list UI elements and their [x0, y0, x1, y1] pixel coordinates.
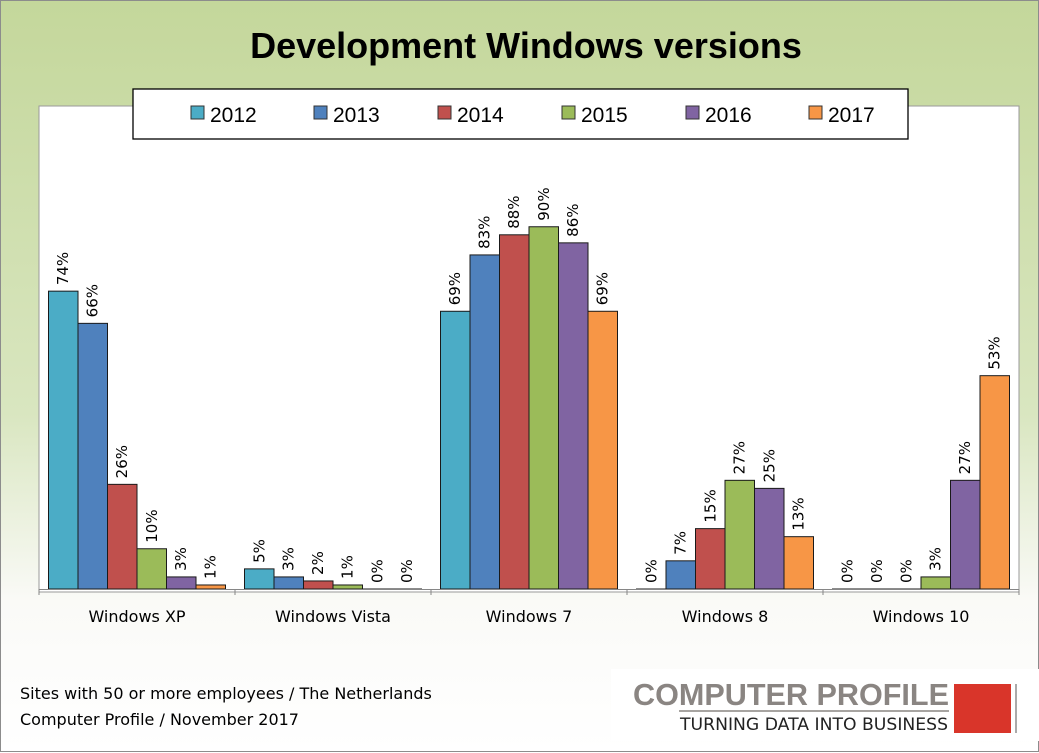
bar-2017-windows-xp — [195, 584, 226, 590]
legend-swatch-2012 — [190, 105, 205, 120]
x-axis: Windows XP Windows Vista Windows 7 Windows … — [38, 589, 1020, 626]
data-label: 0% — [398, 559, 416, 583]
bar-2017-windows-7 — [587, 310, 618, 590]
legend-label-2016: 2016 — [705, 104, 752, 127]
data-labels: 74% 66% 26% 10% 3% 1% 5% 3% 2% 1% 0% 0% 69% 83% 88% 90%… — [54, 187, 1004, 583]
bar-2017-windows-10 — [979, 375, 1010, 590]
legend-label-2015: 2015 — [581, 104, 628, 127]
bars — [48, 226, 1010, 590]
data-label: 10% — [143, 509, 161, 542]
bar-2016-windows-7 — [558, 242, 589, 590]
bar-2015-windows-8 — [724, 479, 755, 590]
bar-2014-windows-8 — [695, 528, 726, 590]
x-tick-label: Windows 8 — [682, 607, 769, 626]
legend-swatch-2016 — [685, 105, 700, 120]
data-label: 69% — [594, 272, 612, 305]
legend-label-2012: 2012 — [210, 104, 257, 127]
bar-2016-windows-xp — [166, 576, 197, 590]
bar-2016-windows-8 — [754, 487, 785, 590]
data-label: 27% — [731, 441, 749, 474]
x-tick-label: Windows 7 — [486, 607, 573, 626]
footer-credit: Computer Profile / November 2017 — [20, 710, 299, 729]
legend-label-2014: 2014 — [457, 104, 504, 127]
x-tick-label: Windows 10 — [873, 607, 970, 626]
bar-2015-windows-10 — [920, 576, 951, 590]
bar-2014-windows-vista — [303, 580, 334, 590]
data-label: 2% — [309, 551, 327, 575]
data-label: 0% — [368, 559, 386, 583]
data-label: 3% — [280, 547, 298, 571]
company-logo: COMPUTER PROFILE TURNING DATA INTO BUSIN… — [611, 669, 1039, 741]
legend-label-2017: 2017 — [828, 104, 875, 127]
x-tick-label: Windows Vista — [275, 607, 391, 626]
bar-2015-windows-vista — [332, 584, 363, 590]
data-label: 3% — [927, 547, 945, 571]
data-label: 27% — [956, 441, 974, 474]
logo-red-square — [954, 684, 1011, 733]
x-tick-label: Windows XP — [88, 607, 185, 626]
data-label: 0% — [868, 559, 886, 583]
bar-2013-windows-xp — [77, 322, 108, 590]
data-label: 86% — [564, 204, 582, 237]
data-label: 13% — [790, 497, 808, 530]
data-label: 90% — [535, 187, 553, 220]
bar-2016-windows-10 — [950, 479, 981, 590]
data-label: 53% — [986, 336, 1004, 369]
data-label: 88% — [505, 195, 523, 228]
data-label: 1% — [202, 555, 220, 579]
data-label: 25% — [760, 449, 778, 482]
legend-swatch-2013 — [313, 105, 328, 120]
legend — [132, 88, 909, 140]
bar-2013-windows-vista — [273, 576, 304, 590]
data-label: 83% — [476, 216, 494, 249]
data-label: 7% — [672, 531, 690, 555]
legend-label-2013: 2013 — [333, 104, 380, 127]
legend-swatch-2017 — [808, 105, 823, 120]
data-label: 0% — [642, 559, 660, 583]
bar-2015-windows-xp — [136, 548, 167, 590]
footer-source: Sites with 50 or more employees / The Ne… — [20, 684, 432, 703]
logo-name: COMPUTER PROFILE — [633, 677, 949, 712]
bar-2012-windows-vista — [244, 568, 275, 590]
bar-2015-windows-7 — [528, 226, 559, 590]
bar-2012-windows-7 — [440, 310, 471, 590]
legend-swatch-2014 — [437, 105, 452, 120]
data-label: 74% — [54, 252, 72, 285]
bar-2013-windows-7 — [469, 254, 500, 590]
data-label: 0% — [838, 559, 856, 583]
data-label: 26% — [113, 445, 131, 478]
legend-items: 2012 2013 2014 2015 2016 2017 — [190, 104, 875, 127]
data-label: 15% — [701, 489, 719, 522]
bar-2014-windows-7 — [499, 234, 530, 590]
legend-swatch-2015 — [561, 105, 576, 120]
data-label: 3% — [172, 547, 190, 571]
data-label: 69% — [446, 272, 464, 305]
data-label: 66% — [84, 284, 102, 317]
bar-2012-windows-xp — [48, 290, 79, 590]
data-label: 0% — [897, 559, 915, 583]
data-label: 1% — [339, 555, 357, 579]
logo-tagline: TURNING DATA INTO BUSINESS — [679, 715, 948, 735]
data-label: 5% — [250, 539, 268, 563]
bar-2013-windows-8 — [665, 560, 696, 590]
bar-2014-windows-xp — [107, 483, 138, 590]
chart-title: Development Windows versions — [250, 25, 802, 66]
bar-2017-windows-8 — [783, 536, 814, 590]
